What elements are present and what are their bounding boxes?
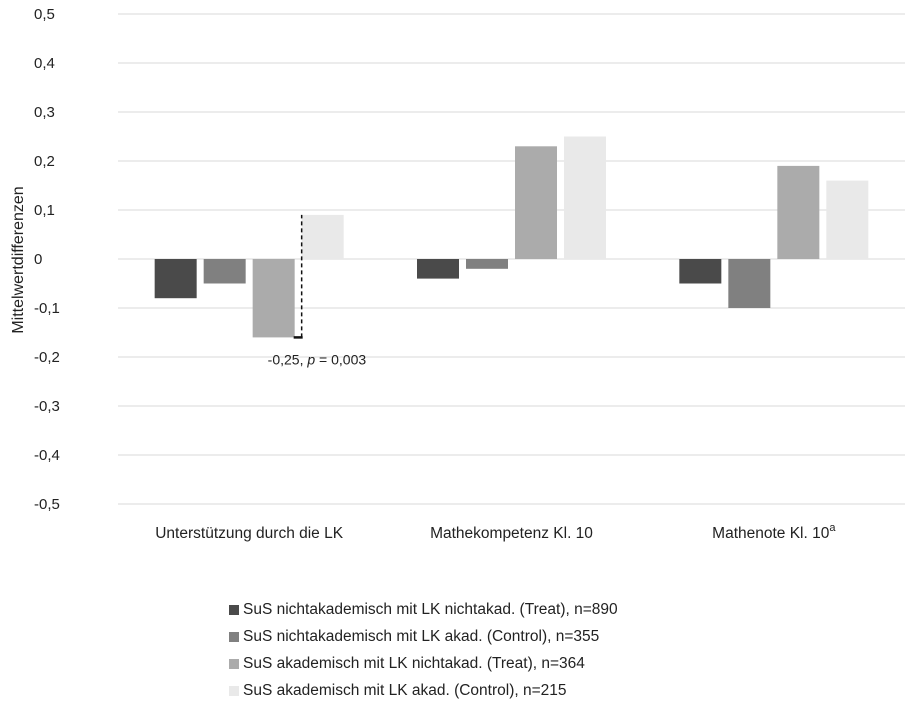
y-tick-label: -0,2 xyxy=(34,349,60,366)
bar-series4-cat2 xyxy=(564,136,606,259)
bar-series2-cat1 xyxy=(203,259,246,284)
legend-label: SuS nichtakademisch mit LK nichtakad. (T… xyxy=(243,600,618,618)
y-tick-label: 0,5 xyxy=(34,6,55,23)
legend-label: SuS akademisch mit LK akad. (Control), n… xyxy=(243,681,567,699)
category-label-text: Mathekompetenz Kl. 10 xyxy=(430,525,593,542)
legend-item: SuS nichtakademisch mit LK nichtakad. (T… xyxy=(229,596,618,623)
category-label: Mathekompetenz Kl. 10 xyxy=(430,525,593,542)
y-tick-label: -0,5 xyxy=(34,496,60,513)
bar-series4-cat3 xyxy=(826,180,869,259)
legend-item: SuS nichtakademisch mit LK akad. (Contro… xyxy=(229,623,618,650)
legend-swatch xyxy=(229,685,239,696)
bars xyxy=(154,136,869,338)
y-tick-label: 0,1 xyxy=(34,202,55,219)
category-labels: Unterstützung durch die LK Mathekompetenz… xyxy=(155,522,836,542)
y-tick-label: -0,3 xyxy=(34,398,60,415)
bar-series1-cat3 xyxy=(679,259,722,284)
annotation-label: -0,25, p = 0,003 xyxy=(268,351,367,367)
annotation-text-after: = 0,003 xyxy=(315,351,366,367)
bar-series3-cat3 xyxy=(777,165,820,259)
annotation-text-italic: p xyxy=(306,351,315,367)
bar-chart: 0,5 0,4 0,3 0,2 0,1 0 -0,1 -0,2 -0,3 -0,4 -0,5 -0,… xyxy=(10,6,905,542)
category-label: Unterstützung durch die LK xyxy=(155,525,343,542)
bar-series1-cat2 xyxy=(417,259,459,279)
bar-series4-cat1 xyxy=(301,214,344,259)
bar-series2-cat3 xyxy=(728,259,771,308)
legend-item: SuS akademisch mit LK akad. (Control), n… xyxy=(229,677,618,704)
y-axis-label: Mittelwertdifferenzen xyxy=(10,186,27,333)
bar-series1-cat1 xyxy=(154,259,197,299)
y-tick-label: 0,4 xyxy=(34,55,55,72)
category-footnote-marker: a xyxy=(829,522,836,534)
category-label-text: Mathenote Kl. 10 xyxy=(712,525,830,542)
y-tick-label: 0,2 xyxy=(34,153,55,170)
annotation-text-before: -0,25, xyxy=(268,351,308,367)
y-tick-labels: 0,5 0,4 0,3 0,2 0,1 0 -0,1 -0,2 -0,3 -0,4 -0,5 xyxy=(34,6,60,513)
significance-annotation: -0,25, p = 0,003 xyxy=(268,214,367,367)
y-tick-label: -0,4 xyxy=(34,447,60,464)
legend-item: SuS akademisch mit LK nichtakad. (Treat)… xyxy=(229,650,618,677)
bar-series2-cat2 xyxy=(466,259,508,269)
category-label: Mathenote Kl. 10a xyxy=(712,522,836,542)
gridlines xyxy=(118,13,905,505)
legend-swatch xyxy=(229,604,239,615)
bar-series3-cat2 xyxy=(515,146,557,259)
y-tick-label: 0,3 xyxy=(34,104,55,121)
y-tick-label: -0,1 xyxy=(34,300,60,317)
legend: SuS nichtakademisch mit LK nichtakad. (T… xyxy=(229,596,618,704)
legend-label: SuS akademisch mit LK nichtakad. (Treat)… xyxy=(243,654,585,672)
legend-swatch xyxy=(229,631,239,642)
category-label-text: Unterstützung durch die LK xyxy=(155,525,343,542)
legend-label: SuS nichtakademisch mit LK akad. (Contro… xyxy=(243,627,600,645)
legend-swatch xyxy=(229,658,239,669)
bar-series3-cat1 xyxy=(252,259,295,338)
y-tick-label: 0 xyxy=(34,251,42,268)
